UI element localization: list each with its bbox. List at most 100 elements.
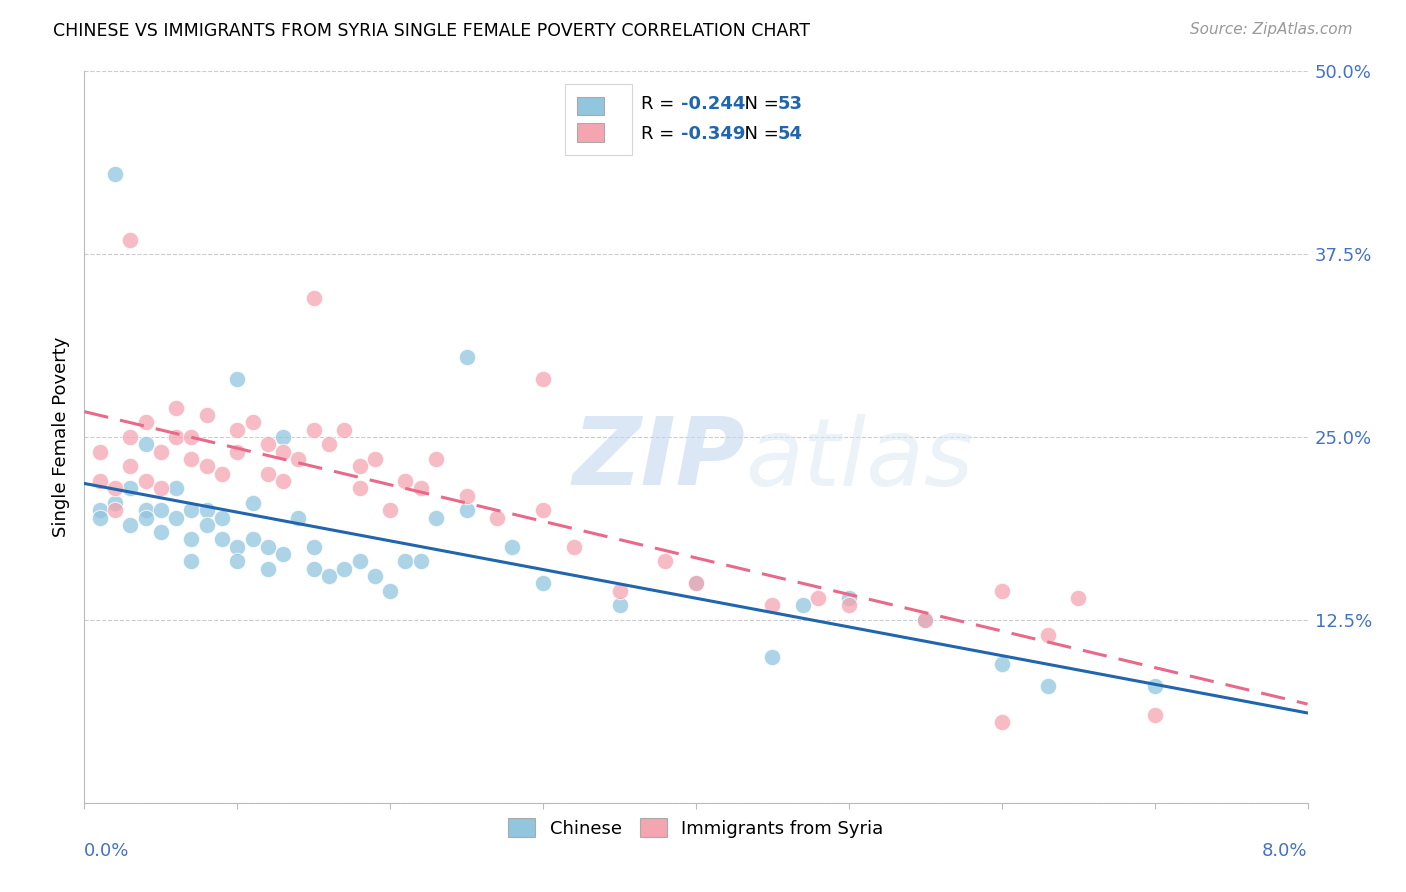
Point: [914, 613, 936, 627]
Point: [165, 401, 187, 415]
Point: [242, 533, 264, 547]
Point: [333, 423, 356, 437]
Point: [104, 481, 127, 495]
Point: [502, 540, 524, 554]
Point: [104, 503, 127, 517]
Point: [226, 423, 249, 437]
Point: [211, 533, 233, 547]
Point: [364, 569, 387, 583]
Point: [211, 467, 233, 481]
Point: [135, 510, 157, 524]
Text: ZIP: ZIP: [572, 413, 745, 505]
Point: [257, 540, 280, 554]
Point: [302, 423, 325, 437]
Point: [226, 444, 249, 458]
Point: [380, 503, 402, 517]
Point: [165, 481, 187, 495]
Point: [425, 452, 447, 467]
Point: [104, 167, 127, 181]
Point: [302, 291, 325, 305]
Point: [120, 233, 142, 247]
Point: [104, 496, 127, 510]
Point: [685, 576, 707, 591]
Point: [149, 444, 172, 458]
Point: [120, 430, 142, 444]
Point: [165, 430, 187, 444]
Point: [120, 459, 142, 474]
Point: [349, 481, 371, 495]
Point: [195, 503, 218, 517]
Point: [1143, 679, 1166, 693]
Point: [318, 437, 340, 451]
Point: [562, 540, 585, 554]
Text: R =: R =: [641, 125, 681, 143]
Point: [149, 525, 172, 540]
Point: [991, 657, 1014, 671]
Point: [685, 576, 707, 591]
Point: [333, 562, 356, 576]
Point: [1036, 627, 1059, 641]
Point: [302, 562, 325, 576]
Text: 54: 54: [778, 125, 803, 143]
Point: [302, 540, 325, 554]
Point: [991, 583, 1014, 598]
Point: [149, 503, 172, 517]
Point: [364, 452, 387, 467]
Text: 0.0%: 0.0%: [84, 842, 129, 860]
Point: [120, 481, 142, 495]
Point: [914, 613, 936, 627]
Point: [838, 599, 860, 613]
Text: 53: 53: [778, 95, 803, 113]
Point: [149, 481, 172, 495]
Legend: Chinese, Immigrants from Syria: Chinese, Immigrants from Syria: [501, 811, 891, 845]
Point: [195, 517, 218, 532]
Point: [456, 503, 478, 517]
Text: N =: N =: [733, 95, 785, 113]
Point: [287, 510, 309, 524]
Point: [211, 510, 233, 524]
Point: [257, 437, 280, 451]
Point: [349, 554, 371, 568]
Point: [609, 599, 631, 613]
Point: [271, 430, 294, 444]
Point: [1036, 679, 1059, 693]
Point: [349, 459, 371, 474]
Point: [135, 503, 157, 517]
Text: CHINESE VS IMMIGRANTS FROM SYRIA SINGLE FEMALE POVERTY CORRELATION CHART: CHINESE VS IMMIGRANTS FROM SYRIA SINGLE …: [53, 22, 810, 40]
Point: [89, 444, 111, 458]
Point: [165, 510, 187, 524]
Point: [89, 474, 111, 488]
Point: [409, 481, 432, 495]
Point: [425, 510, 447, 524]
Point: [807, 591, 830, 605]
Point: [89, 503, 111, 517]
Point: [838, 591, 860, 605]
Point: [654, 554, 676, 568]
Point: [761, 649, 783, 664]
Text: -0.244: -0.244: [682, 95, 745, 113]
Point: [135, 416, 157, 430]
Point: [180, 554, 202, 568]
Point: [226, 371, 249, 385]
Point: [394, 474, 416, 488]
Point: [180, 430, 202, 444]
Point: [609, 583, 631, 598]
Point: [257, 467, 280, 481]
Point: [195, 459, 218, 474]
Point: [761, 599, 783, 613]
Point: [226, 540, 249, 554]
Point: [135, 474, 157, 488]
Point: [531, 371, 554, 385]
Point: [318, 569, 340, 583]
Point: [991, 715, 1014, 730]
Point: [242, 496, 264, 510]
Point: [287, 452, 309, 467]
Point: [271, 474, 294, 488]
Point: [180, 503, 202, 517]
Point: [271, 444, 294, 458]
Point: [195, 408, 218, 422]
Point: [89, 510, 111, 524]
Point: [456, 350, 478, 364]
Point: [409, 554, 432, 568]
Point: [456, 489, 478, 503]
